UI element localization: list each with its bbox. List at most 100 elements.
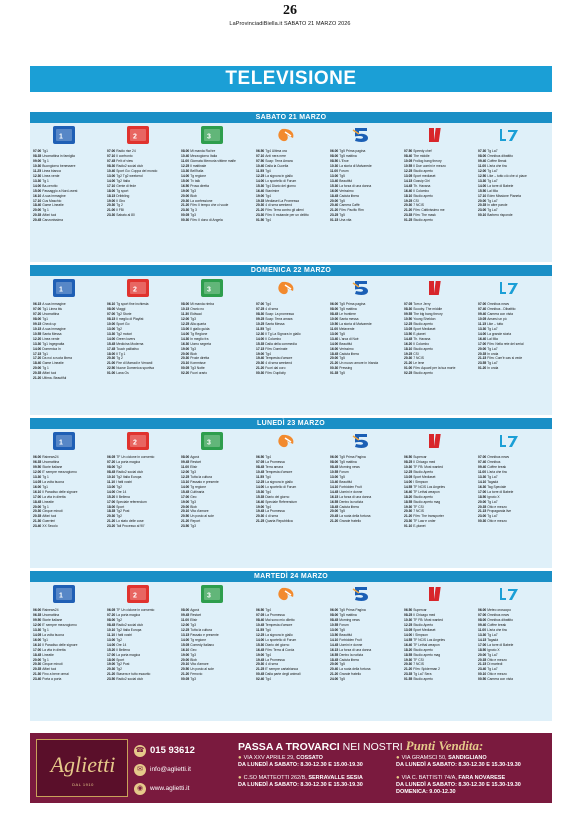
program-title: Tg4: [265, 504, 271, 509]
program-title: Tg regione: [190, 637, 207, 642]
program-row: 14.55TF NCIS Los Angeles: [404, 485, 466, 490]
program-row: 02.25Studio aperto: [404, 371, 466, 376]
program-title: Il FBI: [116, 208, 124, 213]
program-time: 06.00: [330, 455, 339, 459]
program-time: 07.40: [478, 459, 487, 464]
program-title: Il Due uomini e mezzo: [413, 163, 446, 168]
program-title: E-planet: [413, 524, 426, 529]
program-row: 09.50Storie italiane: [33, 465, 95, 470]
program-title: Diario del giorno: [265, 494, 290, 499]
program-title: Tg La7: [487, 168, 498, 173]
channel-column: 06.00Tg5 Prima pagina 08.00Tg5 mattina 08.…: [330, 149, 392, 223]
rai2-logo-icon: 2: [127, 585, 149, 603]
program-title: Di martedì: [487, 662, 503, 667]
program-time: 23.50: [107, 677, 116, 682]
program-row: 06.00Tg5 Prima Pagina: [330, 608, 392, 613]
program-time: 07.20: [107, 612, 116, 617]
program-title: Rainews24: [42, 455, 59, 459]
program-row: 14.00Lo sportello di Forum: [256, 485, 318, 490]
program-row: 14.15Tagadà: [478, 638, 540, 643]
program-title: Studio aperto: [413, 677, 433, 682]
program-time: 01.00: [107, 371, 116, 376]
program-time: 20.35: [33, 667, 42, 672]
program-title: Coffee break: [487, 464, 507, 469]
program-time: 12.00: [478, 168, 487, 173]
program-title: Linea verde: [42, 173, 60, 178]
program-row: 18.45Lineatie: [33, 500, 95, 505]
program-title: Tg5: [339, 677, 345, 682]
program-title: Tg2: [116, 637, 122, 642]
day-section: SABATO 21 MARZO 1 2 3 07.00Tg1 08.35Unomattin…: [30, 112, 552, 262]
program-time: 10.25: [256, 321, 265, 326]
program-time: 15.45: [107, 341, 116, 346]
program-row: 20.00Tg La7: [478, 500, 540, 505]
program-title: Restart: [190, 612, 201, 617]
program-title: Nuove Domenica sportiva: [116, 366, 155, 371]
program-time: 07.05: [256, 459, 265, 464]
program-row: 10.25Santa Messa: [256, 322, 318, 327]
program-title: Forum: [339, 622, 349, 627]
program-row: 10.40Dalla la Cucelia: [256, 164, 318, 169]
channel-logos: 1 2 3: [30, 125, 552, 145]
program-time: 08.30: [256, 311, 265, 316]
program-title: Film: Nella rete del serial: [487, 341, 524, 346]
program-title: Tg2 Storie: [116, 311, 132, 316]
program-time: 23.00: [478, 514, 487, 519]
channel-column: 06.50Tg4 07.05La Promessa 08.45Terra amara…: [256, 455, 318, 524]
program-title: Tg sport fine inchiesta: [116, 302, 149, 306]
program-time: 15.00: [181, 178, 190, 183]
program-time: 20.30: [181, 198, 190, 203]
program-time: 15.30: [256, 489, 265, 494]
program-row: 13.05Sport Mediaset: [404, 327, 466, 332]
program-time: 14.15: [404, 178, 413, 183]
program-time: 02.40: [256, 677, 265, 682]
program-row: 21.20Stasera e tutto esaurito: [107, 672, 169, 677]
program-title: Prosa diretta: [190, 183, 209, 188]
program-time: 17.00: [107, 652, 116, 657]
program-time: 08.00: [330, 306, 339, 311]
program-time: 17.15: [33, 351, 42, 356]
program-title: La ruota della fortuna: [339, 667, 371, 672]
program-row: 20.10Vita d'amore: [181, 662, 243, 667]
program-row: 20.30Cinque minuti: [33, 662, 95, 667]
channel-column: 06.15A sua immagine 07.00Tg1 Linea blu 07.…: [33, 302, 95, 381]
program-time: 20.00: [330, 662, 339, 667]
program-title: Dribbling: [116, 193, 130, 198]
program-row: 18.10Studio aperto: [404, 194, 466, 199]
program-title: Tg La7: [487, 346, 498, 351]
program-row: 11.10I fatti vostri: [107, 633, 169, 638]
program-time: 19.00: [107, 662, 116, 667]
program-title: Radio rise 24: [116, 149, 136, 153]
program-title: Melaverde: [339, 326, 355, 331]
program-title: Beautiful: [339, 632, 353, 637]
program-time: 12.30: [256, 331, 265, 336]
program-row: 23.30TF Law e order: [404, 519, 466, 524]
program-time: 10.00: [107, 321, 116, 326]
program-title: Sabato al 80: [116, 213, 135, 218]
italia1-logo-icon: [424, 585, 446, 603]
program-time: 13.40: [330, 178, 339, 183]
program-row: 23.10Kommisse: [181, 361, 243, 366]
program-time: 16.00: [330, 188, 339, 193]
program-title: Unomattina: [42, 311, 60, 316]
program-row: 14.00La torre di Babele: [478, 184, 540, 189]
program-title: Tg4: [265, 455, 271, 459]
program-row: 21.20Un nuovo amore in Irlanda: [330, 361, 392, 366]
program-title: Tg 2: [116, 356, 123, 361]
program-row: 21.00Fire di Marradi e Venardi: [107, 361, 169, 366]
program-title: Guerrieri: [42, 519, 56, 524]
program-row: 16.00Tg1: [33, 485, 95, 490]
canale5-logo-icon: [350, 126, 372, 144]
program-row: 15.00Passaggio a Nord-ovest: [33, 189, 95, 194]
advertisement-banner[interactable]: Aglietti DAL 1910 ☎ 015 93612 ✉ info@agl…: [30, 733, 552, 803]
program-row: 14.10Forbidden Fruit: [330, 485, 392, 490]
program-title: Tg La7: [487, 499, 498, 504]
program-row: 12.25Tutta la cultura: [181, 628, 243, 633]
program-time: 20.00: [33, 366, 42, 371]
program-row: 11.55Tg4: [256, 475, 318, 480]
program-row: 07.40Omnibus: [478, 460, 540, 465]
program-row: 06.00Tg5 Prima pagina: [330, 149, 392, 154]
program-row: 13.00Tg2: [107, 638, 169, 643]
program-title: Storie italiane: [42, 617, 63, 622]
program-title: Tg5 Prima Pagina: [339, 608, 366, 612]
